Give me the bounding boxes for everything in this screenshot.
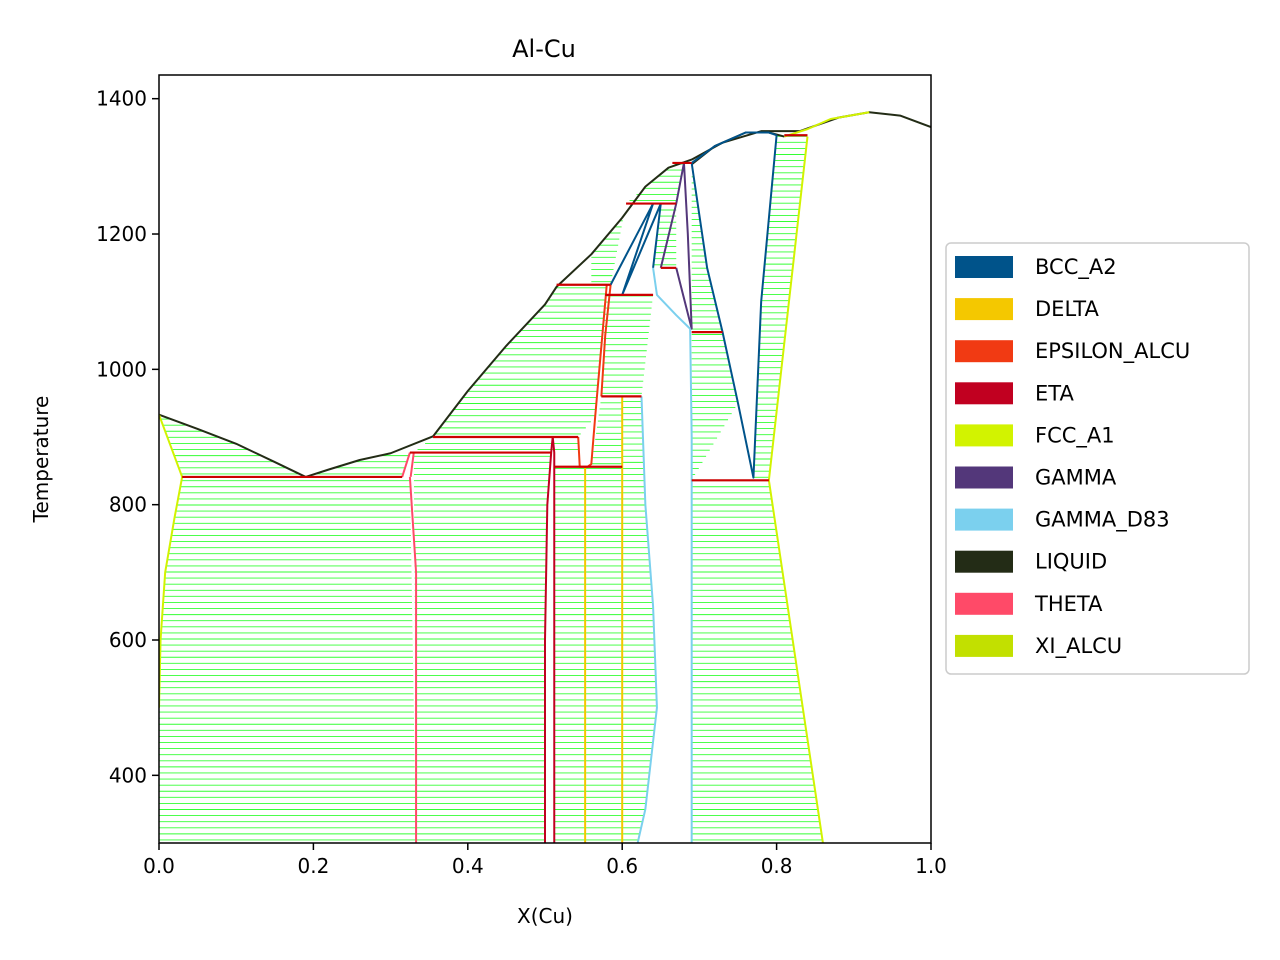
- legend: BCC_A2 DELTA EPSILON_ALCU ETA FCC_A1 GAMMA GAM…: [945, 242, 1250, 675]
- y-axis-ticks: 400 600 800 1000 1200 1400: [96, 87, 159, 787]
- invariant-line-layer: [182, 134, 808, 482]
- legend-label-delta: DELTA: [1035, 297, 1099, 321]
- legend-label-xi-alcu: XI_ALCU: [1035, 634, 1122, 659]
- x-axis-ticks: 0.0 0.2 0.4 0.6 0.8 1.0: [143, 843, 947, 878]
- legend-label-theta: THETA: [1034, 592, 1103, 616]
- legend-swatch-gamma: [955, 466, 1013, 489]
- legend-label-bcc-a2: BCC_A2: [1035, 255, 1117, 280]
- series-line-gamma-d83: [689, 328, 693, 843]
- x-tick-label: 0.6: [606, 854, 638, 878]
- x-tick-label: 1.0: [915, 854, 947, 878]
- x-tick-label: 0.0: [143, 854, 175, 878]
- y-tick-label: 1000: [96, 357, 147, 381]
- legend-label-liquid: LIQUID: [1035, 550, 1107, 574]
- series-line-theta: [408, 476, 418, 843]
- plot-frame: [158, 74, 932, 844]
- legend-label-eta: ETA: [1035, 381, 1074, 405]
- series-line-epsilon-alcu: [600, 284, 612, 397]
- x-tick-label: 0.4: [452, 854, 484, 878]
- series-line-theta: [401, 452, 411, 478]
- legend-swatch-epsilon-alcu: [955, 340, 1013, 363]
- legend-label-gamma: GAMMA: [1035, 466, 1117, 490]
- y-tick-label: 1400: [96, 87, 147, 111]
- y-tick-label: 600: [109, 628, 147, 652]
- chart-title: Al-Cu: [512, 35, 576, 63]
- y-axis-label: Temperature: [29, 396, 53, 524]
- series-line-gamma-d83: [652, 267, 691, 330]
- y-tick-label: 800: [109, 493, 147, 517]
- legend-swatch-fcc-a1: [955, 424, 1013, 447]
- legend-label-fcc-a1: FCC_A1: [1035, 423, 1115, 448]
- legend-swatch-xi-alcu: [955, 634, 1013, 657]
- x-axis-label: X(Cu): [517, 904, 573, 928]
- tieline-layer: [159, 135, 823, 841]
- series-line-fcc-a1: [159, 476, 184, 708]
- series-line-bcc-a2: [690, 135, 778, 479]
- legend-swatch-delta: [955, 298, 1013, 321]
- legend-label-epsilon-alcu: EPSILON_ALCU: [1035, 339, 1190, 364]
- legend-swatch-gamma-d83: [955, 508, 1013, 531]
- series-line-fcc-a1: [159, 414, 184, 478]
- phase-boundary-layer: [159, 111, 931, 843]
- series-line-gamma: [675, 162, 693, 330]
- y-tick-label: 1200: [96, 222, 147, 246]
- series-line-eta: [551, 436, 556, 843]
- x-tick-label: 0.2: [297, 854, 329, 878]
- series-line-bcc-a2: [691, 131, 777, 164]
- legend-swatch-theta: [955, 592, 1013, 615]
- series-line-eta: [544, 436, 554, 843]
- legend-frame: [945, 242, 1250, 675]
- series-line-theta: [409, 452, 415, 478]
- series-line-fcc-a1: [784, 111, 870, 138]
- y-tick-label: 400: [109, 763, 147, 787]
- legend-swatch-bcc-a2: [955, 256, 1013, 278]
- legend-swatch-eta: [955, 382, 1013, 405]
- x-tick-label: 0.8: [761, 854, 793, 878]
- legend-label-gamma-d83: GAMMA_D83: [1035, 508, 1170, 533]
- legend-swatch-liquid: [955, 550, 1013, 573]
- series-line-gamma-d83: [636, 396, 658, 843]
